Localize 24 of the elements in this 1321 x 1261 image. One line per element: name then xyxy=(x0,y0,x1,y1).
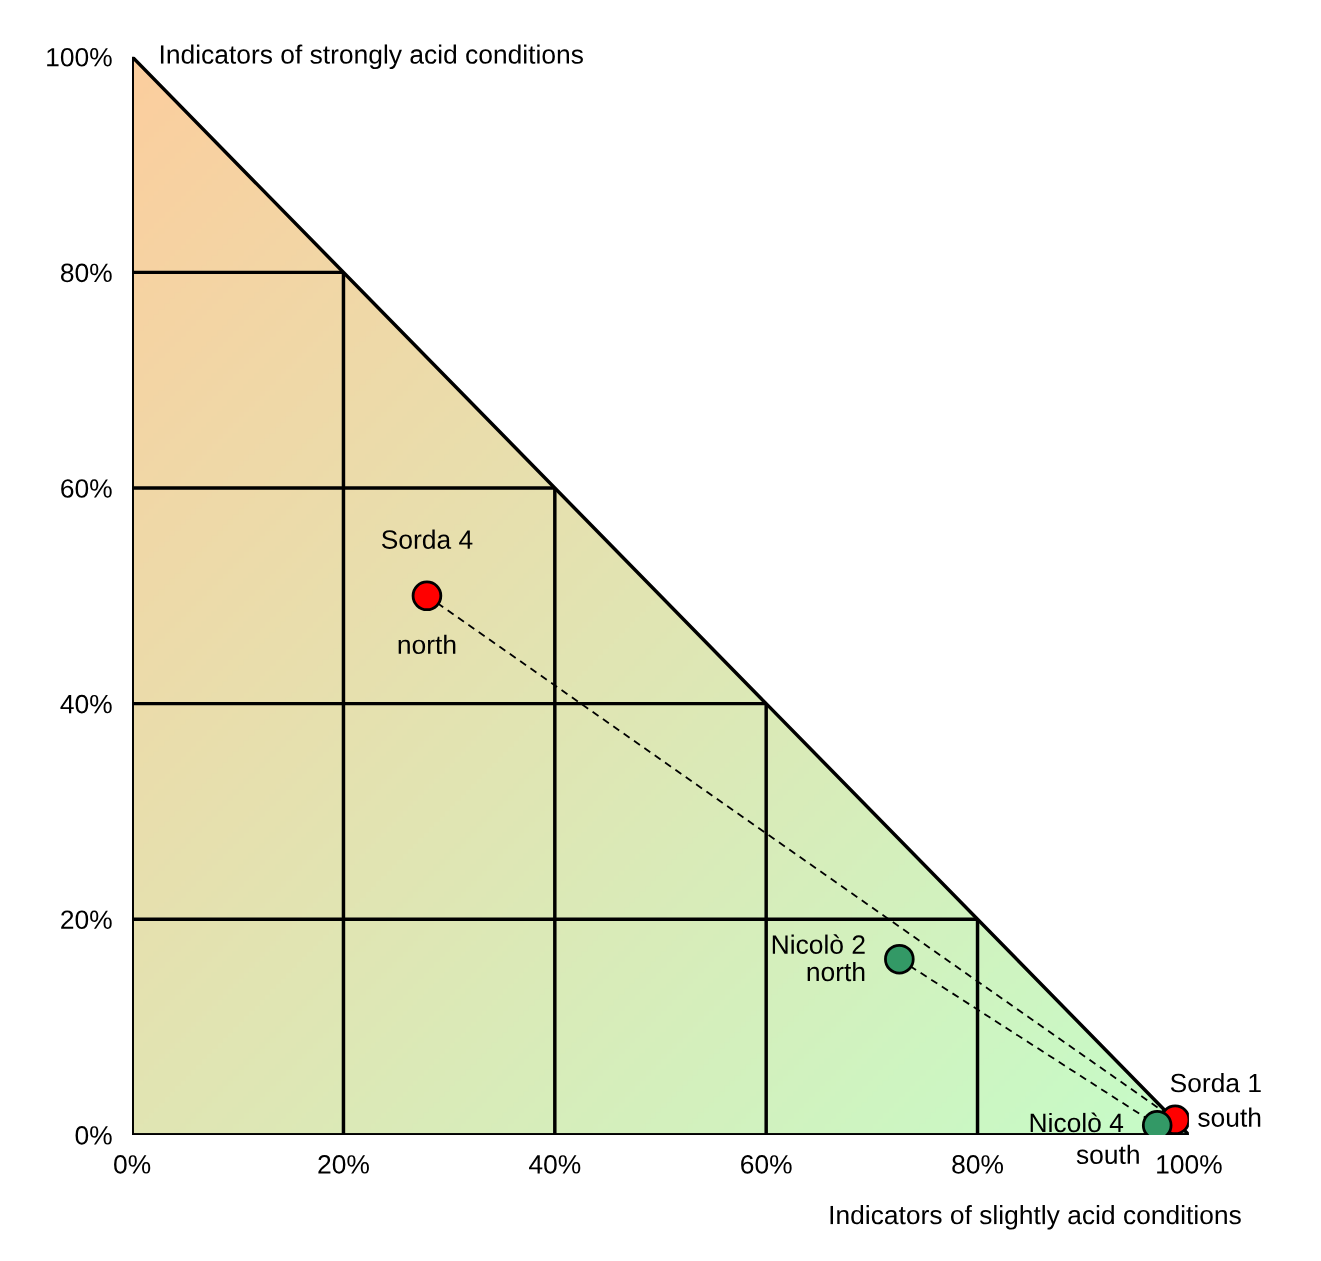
annotation: Nicolò 4 xyxy=(1030,1112,1124,1133)
x-tick-label: 60% xyxy=(741,1155,792,1174)
x-tick-label: 80% xyxy=(952,1155,1004,1174)
annotation: north xyxy=(398,634,456,655)
y-axis-title: Indicators of strongly acid conditions xyxy=(160,44,583,70)
x-tick-label: 0% xyxy=(114,1155,151,1174)
y-tick-label: 20% xyxy=(61,910,112,930)
y-tick-label: 100% xyxy=(47,47,112,67)
x-tick-label: 100% xyxy=(1157,1155,1222,1174)
y-tick-label: 60% xyxy=(61,479,112,498)
y-tick-label: 0% xyxy=(75,1126,112,1145)
annotation: south xyxy=(1076,1144,1139,1165)
x-tick-label: 20% xyxy=(318,1155,369,1174)
x-tick-label: 40% xyxy=(529,1155,581,1174)
y-tick-label: 40% xyxy=(60,694,112,714)
annotation: Nicolò 2 xyxy=(772,934,865,954)
x-axis-title: Indicators of slightly acid conditions xyxy=(830,1204,1241,1230)
annotation: north xyxy=(807,961,865,982)
point xyxy=(884,943,915,975)
annotation: Sorda 1 xyxy=(1170,1072,1261,1093)
y-tick-label: 80% xyxy=(60,263,112,283)
annotation: Sorda 4 xyxy=(381,529,473,549)
point xyxy=(411,580,443,612)
annotation: south xyxy=(1198,1107,1261,1127)
